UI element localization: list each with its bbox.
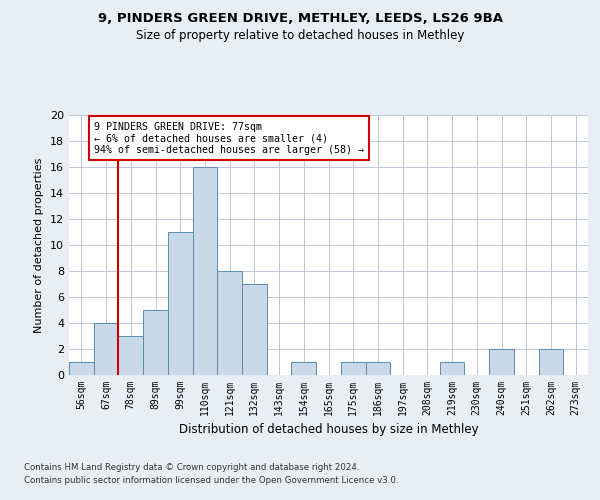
- Bar: [143, 310, 168, 375]
- Text: Contains public sector information licensed under the Open Government Licence v3: Contains public sector information licen…: [24, 476, 398, 485]
- Bar: [94, 323, 118, 375]
- Bar: [118, 336, 143, 375]
- Bar: [242, 284, 267, 375]
- Bar: [193, 167, 217, 375]
- Bar: [341, 362, 365, 375]
- Bar: [217, 271, 242, 375]
- Bar: [168, 232, 193, 375]
- Text: Contains HM Land Registry data © Crown copyright and database right 2024.: Contains HM Land Registry data © Crown c…: [24, 462, 359, 471]
- Bar: [69, 362, 94, 375]
- Text: 9 PINDERS GREEN DRIVE: 77sqm
← 6% of detached houses are smaller (4)
94% of semi: 9 PINDERS GREEN DRIVE: 77sqm ← 6% of det…: [94, 122, 364, 154]
- Bar: [292, 362, 316, 375]
- X-axis label: Distribution of detached houses by size in Methley: Distribution of detached houses by size …: [179, 424, 478, 436]
- Text: 9, PINDERS GREEN DRIVE, METHLEY, LEEDS, LS26 9BA: 9, PINDERS GREEN DRIVE, METHLEY, LEEDS, …: [97, 12, 503, 26]
- Text: Size of property relative to detached houses in Methley: Size of property relative to detached ho…: [136, 29, 464, 42]
- Bar: [440, 362, 464, 375]
- Bar: [539, 349, 563, 375]
- Bar: [489, 349, 514, 375]
- Y-axis label: Number of detached properties: Number of detached properties: [34, 158, 44, 332]
- Bar: [365, 362, 390, 375]
